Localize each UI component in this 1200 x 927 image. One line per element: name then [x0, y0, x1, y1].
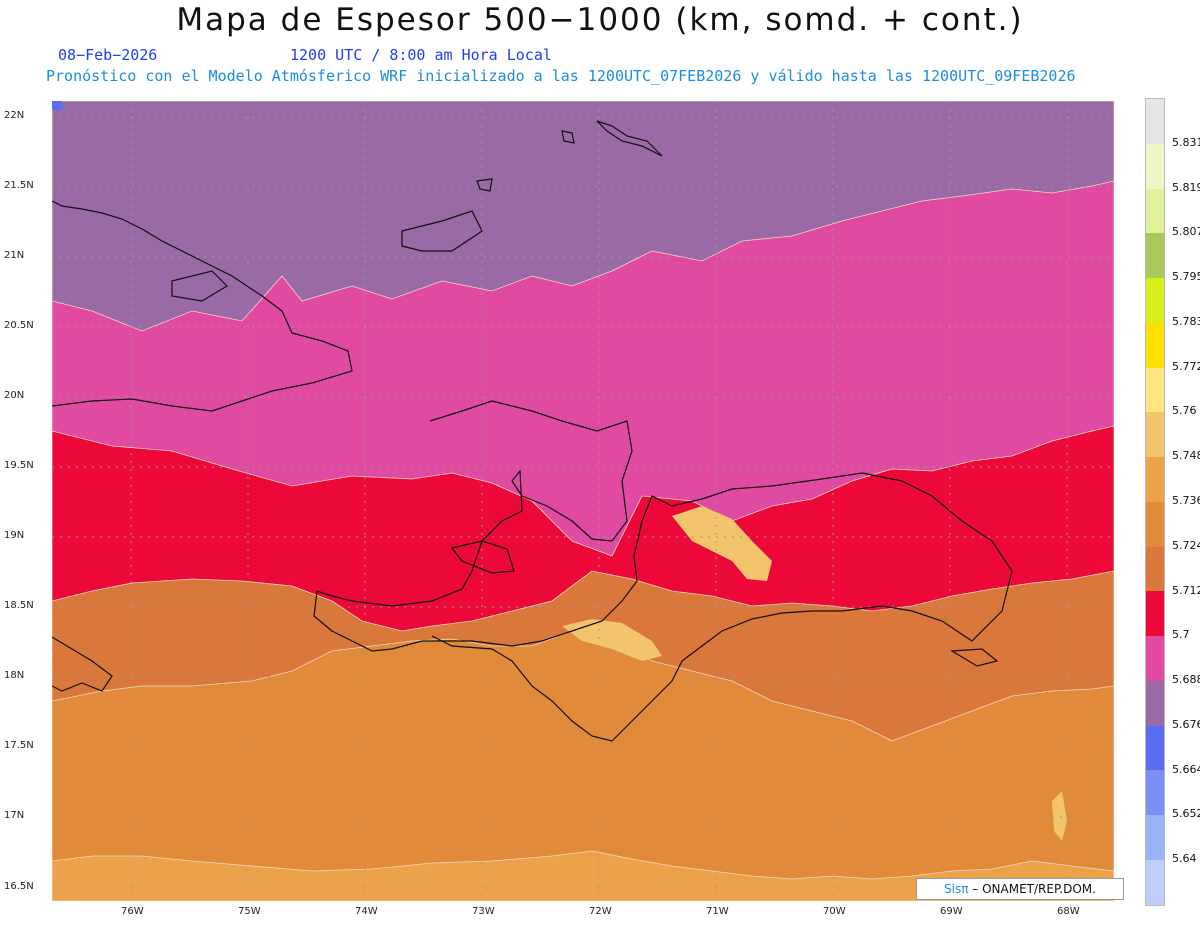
latitude-label: 18.5N — [4, 600, 34, 611]
longitude-label: 74W — [355, 906, 378, 917]
band-5724 — [52, 630, 1114, 901]
colorbar-label: 5.76 — [1172, 404, 1197, 418]
longitude-label: 68W — [1057, 906, 1080, 917]
model-info: Pronóstico con el Modelo Atmósferico WRF… — [46, 67, 1076, 85]
map-canvas — [52, 101, 1114, 901]
longitude-label: 75W — [238, 906, 261, 917]
colorbar-label: 5.64 — [1172, 852, 1197, 866]
colorbar-segment — [1146, 770, 1164, 816]
sis-logo-text: Sisπ — [944, 882, 969, 896]
thickness-map — [52, 101, 1114, 901]
latitude-label: 17.5N — [4, 740, 34, 751]
colorbar-label: 5.676 — [1172, 717, 1200, 731]
map-title: Mapa de Espesor 500−1000 (km, somd. + co… — [176, 2, 1024, 38]
latitude-label: 21.5N — [4, 180, 34, 191]
latitude-label: 17N — [4, 810, 25, 821]
latitude-label: 20N — [4, 390, 25, 401]
latitude-label: 16.5N — [4, 881, 34, 892]
colorbar-label: 5.736 — [1172, 494, 1200, 507]
band-5748-blob — [562, 619, 662, 661]
colorbar-label: 5.819 — [1172, 180, 1200, 194]
latitude-label: 19.5N — [4, 460, 34, 471]
longitude-label: 69W — [940, 906, 963, 917]
colorbar-label: 5.652 — [1172, 807, 1200, 821]
graticule — [52, 101, 1114, 901]
latitude-label: 20.5N — [4, 320, 34, 331]
forecast-time: 1200 UTC / 8:00 am Hora Local — [290, 46, 552, 64]
latitude-label: 18N — [4, 670, 25, 681]
colorbar-segment — [1146, 233, 1164, 279]
colorbar-segment — [1146, 278, 1164, 323]
colorbar-label: 5.7 — [1172, 628, 1190, 642]
latitude-label: 21N — [4, 250, 25, 261]
colorbar-segment — [1146, 591, 1164, 637]
colorbar-label: 5.712 — [1172, 583, 1200, 597]
colorbar-segment — [1146, 501, 1164, 547]
colorbar-label: 5.795 — [1172, 270, 1200, 284]
band-5748-blob — [1052, 791, 1067, 841]
colorbar-label: 5.807 — [1172, 225, 1200, 239]
colorbar-segment — [1146, 680, 1164, 726]
colorbar-segment — [1146, 815, 1164, 861]
colorbar-segment — [1146, 546, 1164, 592]
latitude-label: 19N — [4, 530, 25, 541]
colorbar-segment — [1146, 143, 1164, 189]
colorbar-label: 5.831 — [1172, 135, 1200, 149]
colorbar-segment — [1146, 725, 1164, 771]
band-5748-blob — [672, 506, 772, 581]
longitude-label: 73W — [472, 906, 495, 917]
longitude-label: 72W — [589, 906, 612, 917]
colorbar-label: 5.772 — [1172, 359, 1200, 373]
latitude-label: 22N — [4, 110, 25, 121]
colorbar-segment — [1146, 636, 1164, 681]
longitude-label: 76W — [121, 906, 144, 917]
longitude-label: 71W — [706, 906, 729, 917]
colorbar-label: 5.748 — [1172, 449, 1200, 463]
colorbar-segment — [1146, 412, 1164, 458]
colorbar-segment — [1146, 322, 1164, 368]
credit-box: Sisπ – ONAMET/REP.DOM. — [916, 878, 1124, 900]
colorbar-segment — [1146, 188, 1164, 234]
colorbar — [1145, 98, 1165, 906]
colorbar-label: 5.724 — [1172, 538, 1200, 552]
longitude-label: 70W — [823, 906, 846, 917]
colorbar-segment — [1146, 99, 1164, 144]
forecast-date: 08−Feb−2026 — [58, 46, 158, 64]
coastlines — [52, 120, 1013, 742]
colorbar-label: 5.688 — [1172, 673, 1200, 687]
colorbar-label: 5.664 — [1172, 762, 1200, 776]
colorbar-label: 5.783 — [1172, 314, 1200, 328]
colorbar-segment — [1146, 367, 1164, 413]
colorbar-segment — [1146, 457, 1164, 502]
colorbar-segment — [1146, 860, 1164, 905]
credit-text: – ONAMET/REP.DOM. — [968, 882, 1096, 896]
band-5664-blob — [52, 101, 64, 111]
